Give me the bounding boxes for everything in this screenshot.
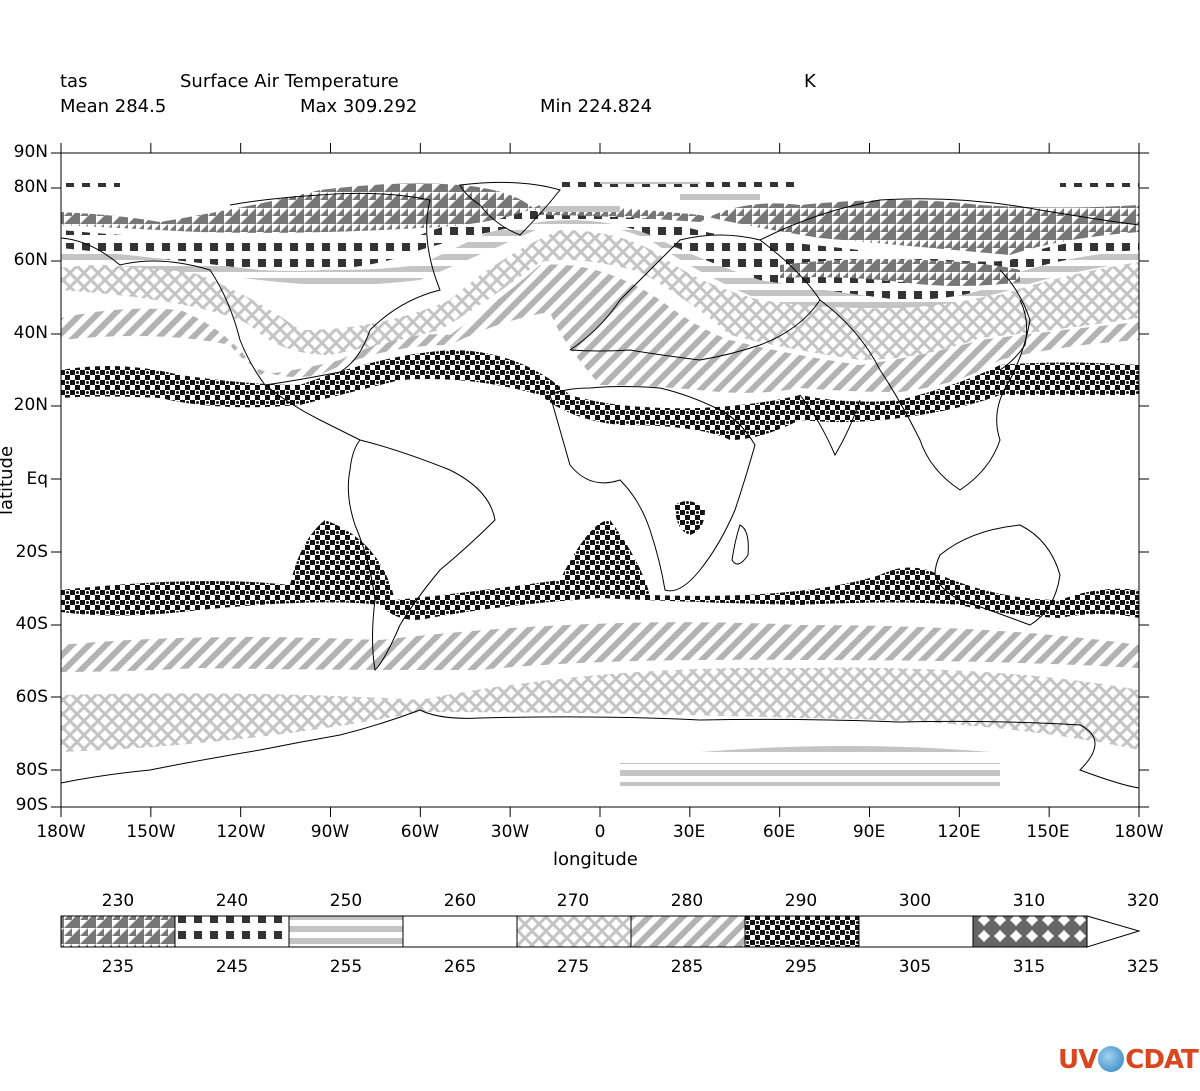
colorbar-label-305: 305 — [898, 957, 932, 977]
lon-tick-150w: 150W — [126, 822, 176, 842]
colorbar-swatch-260 — [402, 915, 518, 948]
colorbar-swatch-280 — [630, 915, 746, 948]
lon-tick-30w: 30W — [490, 822, 530, 842]
colorbar-label-240: 240 — [215, 891, 249, 911]
colorbar-label-235: 235 — [101, 957, 135, 977]
colorbar-label-230: 230 — [101, 891, 135, 911]
lon-tick-90w: 90W — [310, 822, 350, 842]
lat-tick-90s: 90S — [15, 795, 48, 815]
colorbar-swatch-270 — [516, 915, 632, 948]
lon-tick-60w: 60W — [400, 822, 440, 842]
lon-tick-60e: 60E — [762, 822, 796, 842]
band-arctic-triangles — [61, 183, 1139, 255]
lon-tick-180w-right: 180W — [1114, 822, 1164, 842]
lat-tick-40s: 40S — [15, 614, 48, 634]
colorbar-swatch-300 — [858, 915, 974, 948]
colorbar-label-315: 315 — [1012, 957, 1046, 977]
colorbar-label-285: 285 — [670, 957, 704, 977]
lat-tick-40n: 40N — [13, 323, 48, 343]
lat-tick-80n: 80N — [13, 177, 48, 197]
lon-tick-120w: 120W — [216, 822, 266, 842]
band-45s-diagonal — [61, 622, 1139, 672]
colorbar-swatch-250 — [288, 915, 404, 948]
lon-tick-0: 0 — [594, 822, 606, 842]
band-arctic-squares-top — [61, 182, 1139, 192]
lat-tick-80s: 80S — [15, 760, 48, 780]
colorbar-label-245: 245 — [215, 957, 249, 977]
lon-tick-180w: 180W — [36, 822, 86, 842]
coastlines — [60, 181, 1140, 789]
colorbar-label-320: 320 — [1126, 891, 1160, 911]
colorbar-label-325: 325 — [1126, 957, 1160, 977]
colorbar-extend-arrow — [1086, 915, 1141, 948]
colorbar-label-280: 280 — [670, 891, 704, 911]
colorbar-label-295: 295 — [784, 957, 818, 977]
lat-tick-60n: 60N — [13, 250, 48, 270]
lon-tick-30e: 30E — [672, 822, 706, 842]
band-equatorial-africa-checker — [675, 501, 705, 535]
band-30s-checker — [61, 520, 1139, 620]
colorbar-label-270: 270 — [556, 891, 590, 911]
band-60s-diamonds — [61, 667, 1139, 752]
colorbar-label-310: 310 — [1012, 891, 1046, 911]
colorbar-label-265: 265 — [443, 957, 477, 977]
lon-tick-120e: 120E — [937, 822, 981, 842]
band-60n-hstripes — [61, 206, 1139, 309]
colorbar-label-260: 260 — [443, 891, 477, 911]
globe-icon — [1098, 1046, 1125, 1072]
colorbar — [60, 915, 1141, 948]
band-38n-diagonal — [61, 264, 1139, 393]
band-siberia-triangles — [780, 259, 1020, 286]
lat-tick-eq: Eq — [26, 469, 48, 489]
colorbar-label-300: 300 — [898, 891, 932, 911]
colorbar-swatch-230 — [60, 915, 176, 948]
colorbar-label-255: 255 — [329, 957, 363, 977]
colorbar-swatch-310 — [972, 915, 1088, 948]
band-arctic-hstripes-top — [540, 178, 760, 212]
lon-tick-90e: 90E — [852, 822, 886, 842]
band-antarctic-hstripes-2 — [700, 746, 990, 757]
lon-tick-150e: 150E — [1026, 822, 1070, 842]
units-label: K — [804, 71, 816, 92]
band-50n-diamonds — [61, 230, 1139, 360]
lat-tick-20s: 20S — [15, 542, 48, 562]
colorbar-label-250: 250 — [329, 891, 363, 911]
colorbar-label-275: 275 — [556, 957, 590, 977]
mean-label: Mean 284.5 — [60, 96, 167, 117]
lat-tick-90n: 90N — [13, 142, 48, 162]
lat-tick-60s: 60S — [15, 687, 48, 707]
y-axis-title: latitude — [0, 445, 18, 516]
axis-ticks — [51, 143, 1149, 817]
colorbar-swatch-240 — [174, 915, 290, 948]
colorbar-swatch-290 — [744, 915, 860, 948]
lat-tick-20n: 20N — [13, 395, 48, 415]
variable-long-name: Surface Air Temperature — [180, 71, 399, 92]
temperature-field — [61, 178, 1139, 786]
min-label: Min 224.824 — [540, 96, 653, 117]
colorbar-label-290: 290 — [784, 891, 818, 911]
x-axis-title: longitude — [553, 849, 638, 870]
uvcdat-logo: UV CDAT — [1058, 1045, 1199, 1075]
variable-name: tas — [60, 71, 88, 92]
band-25n-checker — [61, 350, 1139, 440]
band-antarctic-hstripes — [620, 763, 1000, 786]
max-label: Max 309.292 — [300, 96, 418, 117]
